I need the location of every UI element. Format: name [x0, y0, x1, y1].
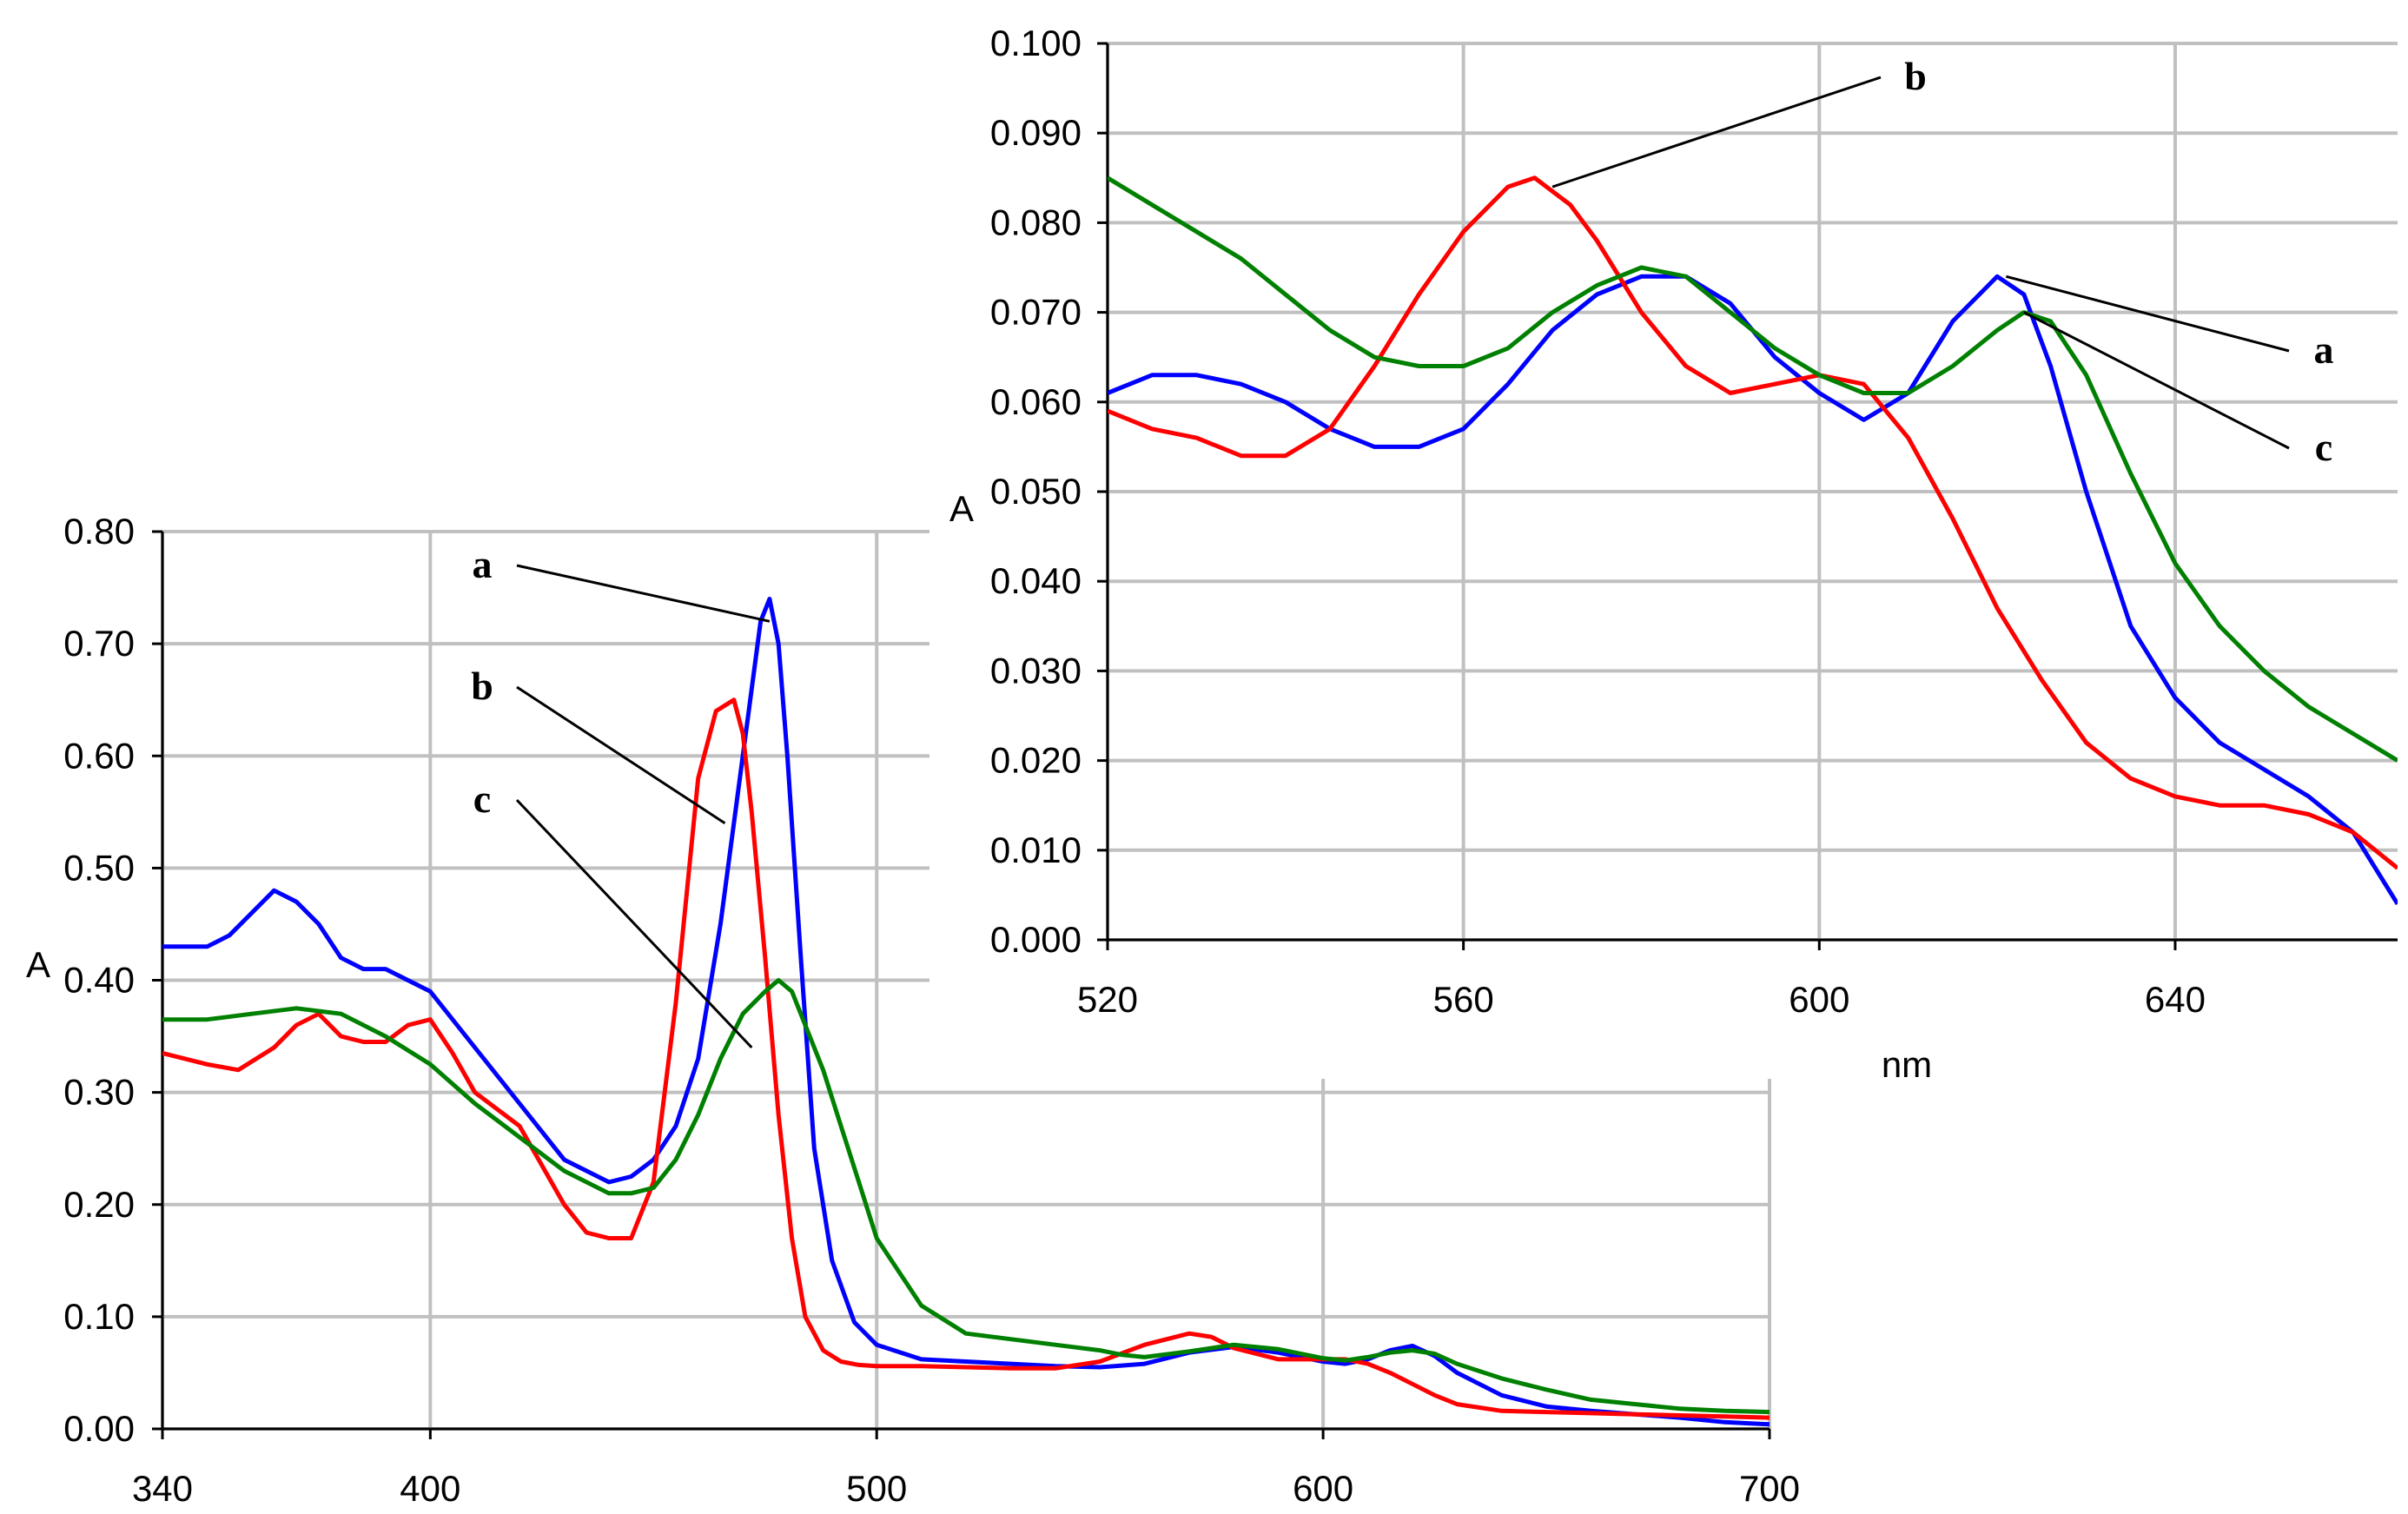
- series-line-c: [1108, 175, 2398, 763]
- y-tick-label: 0.040: [990, 560, 1082, 601]
- x-tick-label: 600: [1789, 979, 1849, 1020]
- x-tick-label: 560: [1433, 979, 1494, 1020]
- annotation-leader-c: [2023, 311, 2290, 450]
- annotation-label-a: a: [2314, 327, 2334, 372]
- y-tick-label: 0.100: [990, 23, 1082, 63]
- annotation-leader-a: [516, 564, 771, 623]
- y-axis-label: A: [26, 944, 50, 985]
- y-tick-label: 0.50: [63, 847, 135, 888]
- series-line-b: [1108, 175, 2398, 870]
- annotation-leader-a: [2005, 274, 2290, 353]
- y-tick-label: 0.60: [63, 735, 135, 776]
- x-tick-label: 400: [400, 1468, 460, 1509]
- y-tick-label: 0.30: [63, 1072, 135, 1113]
- y-tick-label: 0.080: [990, 202, 1082, 242]
- y-tick-label: 0.10: [63, 1296, 135, 1337]
- x-tick-label: 700: [1739, 1468, 1800, 1509]
- y-tick-label: 0.40: [63, 960, 135, 1001]
- series-group: [162, 597, 1770, 1427]
- y-tick-label: 0.060: [990, 381, 1082, 422]
- annotation-leader-b: [516, 685, 726, 824]
- y-tick-label: 0.020: [990, 740, 1082, 781]
- x-tick-label: 520: [1077, 979, 1138, 1020]
- annotation-label-b: b: [471, 664, 493, 708]
- annotation-label-c: c: [473, 777, 491, 821]
- series-group: [1108, 175, 2398, 906]
- y-tick-label: 0.010: [990, 830, 1082, 870]
- series-line-c: [162, 978, 1770, 1415]
- annotation-label-b: b: [1904, 54, 1927, 98]
- annotation-leader-b: [1551, 76, 1882, 188]
- y-tick-label: 0.000: [990, 919, 1082, 960]
- x-tick-label: 640: [2145, 979, 2206, 1020]
- y-tick-label: 0.20: [63, 1184, 135, 1225]
- y-tick-label: 0.070: [990, 292, 1082, 333]
- y-tick-label: 0.00: [63, 1408, 135, 1449]
- x-tick-label: 340: [132, 1468, 193, 1509]
- inset-spectrum-chart: 0.000 0.010 0.020 0.030 0.040 0.050 0.060 0.070…: [929, 9, 2408, 1085]
- y-tick-label: 0.70: [63, 623, 135, 664]
- y-axis-label: A: [949, 488, 974, 529]
- y-tick-label: 0.030: [990, 650, 1082, 691]
- annotation-label-a: a: [473, 542, 493, 586]
- plot-background: [929, 9, 2408, 1079]
- x-tick-label: 500: [846, 1468, 907, 1509]
- annotation-leader-c: [515, 798, 753, 1049]
- series-line-b: [162, 697, 1770, 1420]
- x-axis-label: nm: [1882, 1044, 1932, 1085]
- x-tick-label: 600: [1293, 1468, 1353, 1509]
- series-line-a: [162, 597, 1770, 1427]
- y-tick-label: 0.090: [990, 112, 1082, 153]
- annotation-label-c: c: [2315, 425, 2332, 469]
- y-tick-label: 0.050: [990, 471, 1082, 512]
- y-tick-label: 0.80: [63, 511, 135, 552]
